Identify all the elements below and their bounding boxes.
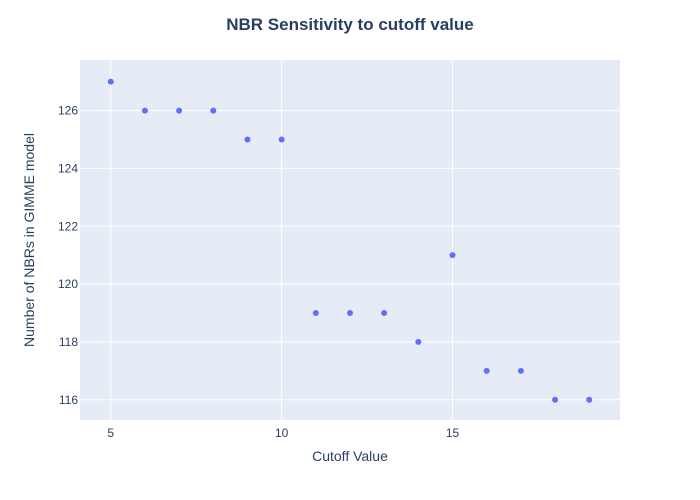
data-point <box>347 310 353 317</box>
x-tick-label: 15 <box>446 426 460 440</box>
y-tick-labels: 116 118 120 122 124 126 <box>58 104 78 407</box>
data-point <box>586 396 593 403</box>
y-tick-label: 118 <box>59 335 78 349</box>
data-point <box>381 310 388 317</box>
data-point <box>552 396 559 403</box>
data-point <box>107 78 114 85</box>
chart-title: NBR Sensitivity to cutoff value <box>226 15 473 34</box>
data-point <box>244 136 251 143</box>
y-tick-label: 120 <box>58 277 78 291</box>
y-tick-label: 126 <box>58 104 78 118</box>
data-point <box>141 107 148 114</box>
data-point <box>483 367 490 374</box>
grid-lines <box>80 60 620 420</box>
data-point <box>449 252 456 259</box>
y-tick-label: 116 <box>59 393 78 407</box>
y-tick-label: 122 <box>58 219 78 233</box>
data-point <box>312 310 319 317</box>
data-point <box>415 338 422 345</box>
data-point <box>517 367 524 374</box>
data-point <box>210 107 217 114</box>
data-points <box>107 78 593 403</box>
data-point <box>176 107 183 114</box>
y-axis-title: Number of NBRs in GIMME model <box>21 133 37 347</box>
x-tick-label: 5 <box>107 426 114 440</box>
x-tick-label: 10 <box>275 426 289 440</box>
data-point <box>278 136 285 143</box>
x-tick-labels: 5 10 15 <box>107 426 459 440</box>
plot-background <box>80 60 620 420</box>
x-axis-title: Cutoff Value <box>312 448 388 464</box>
y-tick-label: 124 <box>58 161 78 175</box>
